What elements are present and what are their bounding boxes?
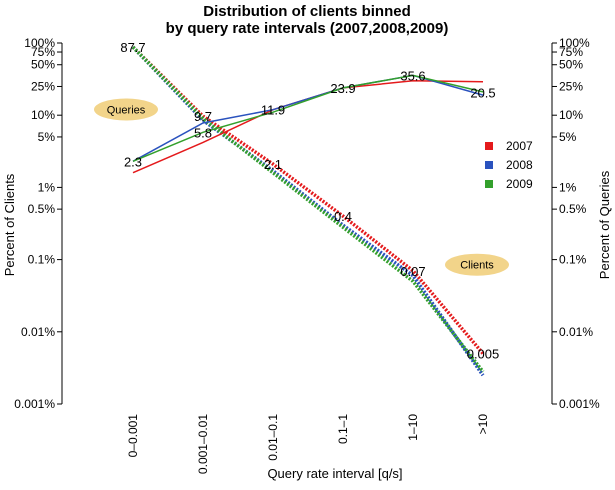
- y-tick-label-left: 0.1%: [28, 253, 56, 267]
- data-label: 0.4: [334, 209, 352, 224]
- plot-area: [131, 45, 485, 377]
- chart-title-line1: Distribution of clients binned: [203, 3, 411, 20]
- y-tick-label-left: 1%: [38, 180, 56, 194]
- data-label: 2.1: [264, 157, 282, 172]
- y-tick-label-right: 0.1%: [559, 253, 587, 267]
- x-tick-label: 0.001–0.01: [196, 414, 210, 474]
- y-tick-label-left: 0.5%: [28, 202, 56, 216]
- y-tick-label-right: 100%: [559, 36, 590, 50]
- annotation-bubble: [445, 253, 509, 276]
- y-tick-label-right: 0.001%: [559, 397, 600, 411]
- data-label: 20.5: [470, 86, 495, 101]
- x-tick-label: >10: [476, 414, 490, 435]
- legend-label: 2007: [506, 139, 533, 153]
- y-tick-label-left: 50%: [31, 58, 55, 72]
- legend-label: 2008: [506, 158, 533, 172]
- y-tick-label-right: 1%: [559, 180, 577, 194]
- data-label: 5.8: [194, 125, 212, 140]
- y-axis-right-label: Percent of Queries: [597, 170, 612, 279]
- data-label: 0.07: [400, 264, 425, 279]
- x-tick-label: 1–10: [406, 414, 420, 441]
- annotation-bubble: [94, 98, 158, 121]
- data-labels: 87.7 9.75.8 2.3 11.9 2.1 23.9 0.4 35.6 0.07 20.5 0…: [94, 40, 509, 362]
- legend-swatch: [485, 142, 493, 150]
- y-tick-label-left: 25%: [31, 79, 55, 93]
- annotation-label: Queries: [107, 104, 146, 116]
- y-axis-left-label: Percent of Clients: [2, 173, 17, 276]
- legend-swatch: [485, 161, 493, 169]
- y-tick-label-right: 5%: [559, 130, 577, 144]
- x-axis-label: Query rate interval [q/s]: [267, 466, 402, 481]
- x-tick-label: 0.01–0.1: [266, 414, 280, 461]
- series-line-clients-2007: [131, 45, 485, 355]
- y-tick-label-left: 0.01%: [21, 325, 55, 339]
- series-line-queries-2009: [132, 74, 484, 162]
- series-line-queries-2008: [132, 74, 484, 162]
- legend-swatch: [485, 180, 493, 188]
- y-tick-label-right: 75%: [559, 45, 583, 59]
- y-tick-label-left: 5%: [38, 130, 56, 144]
- chart-title-line2: by query rate intervals (2007,2008,2009): [166, 20, 449, 37]
- data-label: 23.9: [330, 81, 355, 96]
- data-label: 0.005: [467, 347, 500, 362]
- axes: 100% 100%75% 75%50% 50%25% 25%10% 10%5% 5%1% 1%…: [14, 36, 600, 474]
- data-label: 35.6: [400, 68, 425, 83]
- data-label: 9.7: [194, 109, 212, 124]
- y-tick-label-right: 50%: [559, 58, 583, 72]
- series-line-clients-2008: [131, 45, 485, 377]
- series-line-clients-2009: [131, 45, 485, 373]
- y-tick-label-left: 0.001%: [14, 397, 55, 411]
- data-label: 2.3: [124, 154, 142, 169]
- y-tick-label-right: 0.01%: [559, 325, 593, 339]
- legend-label: 2009: [506, 177, 533, 191]
- x-tick-label: 0–0.001: [126, 414, 140, 458]
- y-tick-label-left: 10%: [31, 108, 55, 122]
- y-tick-label-left: 100%: [24, 36, 55, 50]
- legend: 2007 2008 2009: [485, 139, 533, 191]
- y-tick-label-right: 10%: [559, 108, 583, 122]
- data-label: 87.7: [120, 40, 145, 55]
- x-tick-label: 0.1–1: [336, 414, 350, 444]
- annotation-label: Clients: [460, 260, 494, 272]
- series-line-queries-2007: [132, 80, 484, 174]
- y-tick-label-left: 75%: [31, 45, 55, 59]
- y-tick-label-right: 25%: [559, 79, 583, 93]
- data-label: 11.9: [261, 103, 285, 118]
- y-tick-label-right: 0.5%: [559, 202, 587, 216]
